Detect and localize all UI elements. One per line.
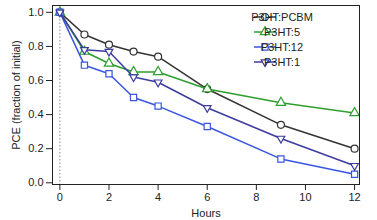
svg-text:0.2: 0.2 — [28, 142, 43, 154]
svg-text:0.0: 0.0 — [28, 176, 43, 188]
svg-text:4: 4 — [155, 191, 161, 203]
svg-text:Hours: Hours — [191, 207, 221, 219]
svg-text:P3HT:5: P3HT:5 — [264, 26, 300, 38]
svg-text:0.6: 0.6 — [28, 74, 43, 86]
svg-text:0: 0 — [57, 191, 63, 203]
svg-text:8: 8 — [253, 191, 259, 203]
svg-text:0.4: 0.4 — [28, 108, 43, 120]
svg-text:P3HT:1: P3HT:1 — [264, 56, 300, 68]
svg-text:12: 12 — [348, 191, 360, 203]
svg-text:2: 2 — [106, 191, 112, 203]
svg-text:0.8: 0.8 — [28, 40, 43, 52]
svg-text:PCE (fraction of initial): PCE (fraction of initial) — [10, 40, 22, 149]
svg-text:P3HT:12: P3HT:12 — [261, 41, 303, 53]
svg-text:6: 6 — [204, 191, 210, 203]
svg-text:P3HT:PCBM: P3HT:PCBM — [251, 11, 313, 23]
svg-text:10: 10 — [299, 191, 311, 203]
svg-text:1.0: 1.0 — [28, 6, 43, 18]
